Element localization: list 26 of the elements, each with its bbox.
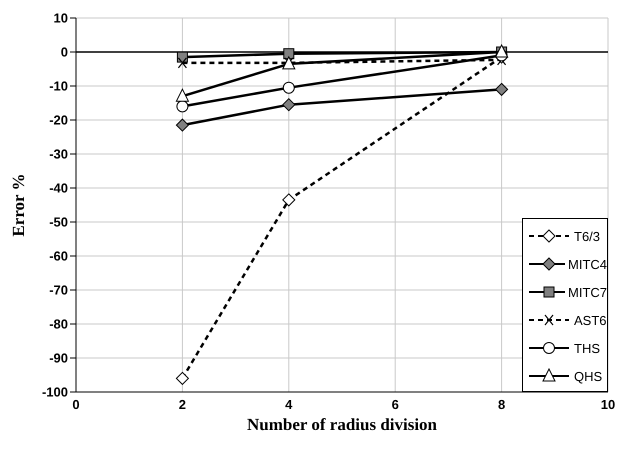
x-tick-label: 2	[178, 397, 186, 412]
legend-label: QHS	[574, 368, 602, 384]
legend-label: AST6	[574, 312, 607, 328]
legend-label: MITC4	[568, 256, 607, 272]
y-tick-label: -70	[49, 282, 68, 298]
y-tick-label: 10	[54, 10, 68, 26]
y-tick-label: -100	[42, 384, 68, 400]
x-tick-label: 8	[498, 397, 506, 412]
legend-label: T6/3	[574, 228, 600, 244]
y-tick-label: -50	[49, 214, 68, 230]
x-tick-label: 4	[285, 397, 294, 412]
y-tick-label: -40	[49, 180, 68, 196]
y-tick-label: -80	[49, 316, 68, 332]
x-tick-label: 0	[72, 397, 80, 412]
y-tick-label: -90	[49, 350, 68, 366]
x-tick-label: 6	[392, 397, 399, 412]
y-tick-label: -60	[49, 248, 68, 264]
legend-label: THS	[574, 340, 600, 356]
x-tick-label: 10	[600, 397, 616, 412]
x-axis-title: Number of radius division	[246, 415, 438, 434]
legend-label: MITC7	[568, 284, 607, 300]
y-tick-label: -30	[49, 146, 68, 162]
y-tick-label: -10	[49, 78, 68, 94]
y-tick-label: 0	[60, 44, 68, 60]
y-tick-label: -20	[49, 112, 68, 128]
y-axis-title: Error %	[9, 173, 28, 237]
